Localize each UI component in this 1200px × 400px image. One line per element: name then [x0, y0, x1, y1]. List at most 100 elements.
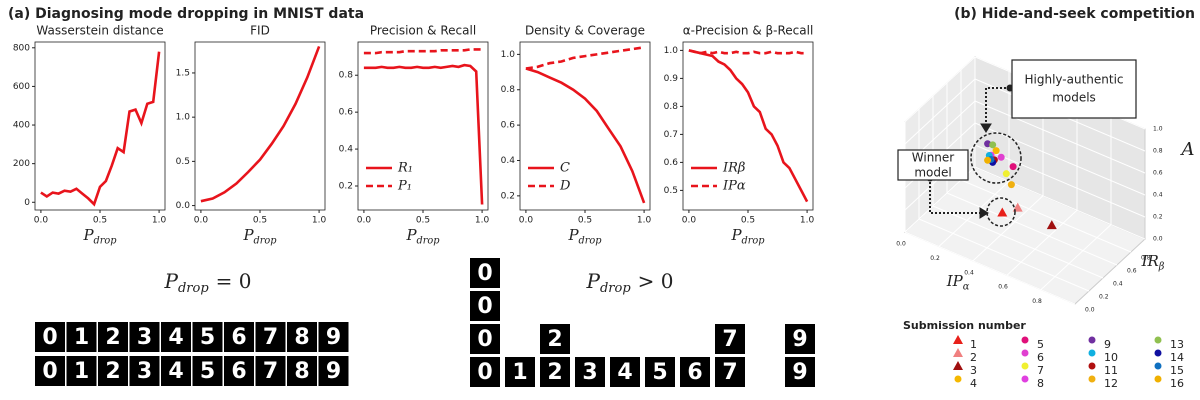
y-tick-label: 0.8 [339, 71, 354, 81]
point [1089, 376, 1096, 383]
callout-text: models [1052, 91, 1096, 105]
y-tick-label: 0 [24, 198, 30, 208]
y-tick-label: 1.0 [501, 50, 516, 60]
point [1155, 363, 1162, 370]
x-tick-label: 0.0 [357, 216, 372, 226]
z-tick-label: 0.8 [1153, 148, 1163, 155]
legend-label: 1 [970, 338, 977, 351]
math-base: IR [1141, 252, 1159, 270]
z-tick-label: 0.0 [1153, 236, 1163, 243]
x-tick-label: 1.0 [312, 216, 327, 226]
digit: 5 [200, 325, 215, 350]
point [989, 141, 996, 148]
callout-text: Winner [912, 151, 955, 165]
legend-label: 12 [1104, 377, 1118, 390]
digit: 1 [512, 360, 527, 385]
chart-title: Density & Coverage [525, 24, 645, 38]
x-tick-label: 0.5 [93, 216, 107, 226]
legend-label: 11 [1104, 364, 1118, 377]
digit: 4 [168, 325, 183, 350]
series-line [41, 52, 159, 205]
legend-label: 14 [1170, 351, 1184, 364]
x-tick-label: 0.6 [998, 284, 1008, 291]
z-tick-label: 0.6 [1153, 170, 1163, 177]
point [998, 154, 1005, 161]
point [1010, 163, 1017, 170]
digit: 9 [792, 360, 807, 385]
digit: 6 [687, 360, 702, 385]
y-tick-label: 0.4 [339, 145, 354, 155]
z-axis-label: A [1180, 139, 1195, 160]
x-tick-label: 0.5 [253, 216, 267, 226]
legend-label: 4 [970, 377, 977, 390]
legend-label: 8 [1037, 377, 1044, 390]
line-chart: Precision & Recall0.20.40.60.80.00.51.0P… [339, 24, 490, 247]
point [984, 157, 991, 164]
legend-label: 2 [970, 351, 977, 364]
digit: 2 [105, 325, 120, 350]
y-tick-label: 0.2 [501, 191, 515, 201]
z-tick-label: 0.2 [1153, 214, 1163, 221]
legend-label: 9 [1104, 338, 1111, 351]
legend-label: 15 [1170, 364, 1184, 377]
legend-label: 7 [1037, 364, 1044, 377]
y-tick-label: 0.6 [1127, 268, 1137, 275]
point [953, 361, 963, 370]
math-sub: drop [579, 235, 603, 246]
digit: 5 [200, 359, 215, 384]
legend-label: 10 [1104, 351, 1118, 364]
x-tick-label: 0.0 [896, 241, 906, 248]
math-sub: drop [417, 235, 441, 246]
math-label: Pdrop [82, 226, 117, 246]
digit: 3 [582, 360, 597, 385]
math-base: P [586, 269, 601, 293]
series-line [689, 50, 807, 201]
point [1155, 376, 1162, 383]
math-base: IP [946, 272, 964, 290]
legend-title: Submission number [903, 319, 1026, 332]
x-tick-label: 0.0 [519, 216, 534, 226]
y-tick-label: 400 [13, 121, 30, 131]
x-tick-label: 0.0 [34, 216, 49, 226]
math-sub: drop [178, 281, 209, 296]
digit: 3 [137, 359, 152, 384]
plot-frame [195, 42, 325, 210]
digit: 0 [477, 360, 492, 385]
legend-label: P₁ [397, 179, 412, 194]
math-sub: drop [94, 235, 118, 246]
chart-title: FID [250, 24, 270, 38]
callout-text: model [914, 166, 951, 180]
y-tick-label: 1.5 [176, 68, 190, 78]
series-line [689, 50, 807, 53]
digit: 7 [722, 360, 737, 385]
series-line [201, 46, 319, 201]
panel-title: (a) Diagnosing mode dropping in MNIST da… [8, 6, 364, 22]
digit: 2 [105, 359, 120, 384]
digit: 0 [477, 261, 492, 286]
y-tick-label: 0.7 [664, 130, 678, 140]
legend-label: C [560, 161, 570, 176]
digit: 5 [652, 360, 667, 385]
point [1022, 376, 1029, 383]
legend-label: 5 [1037, 338, 1044, 351]
y-tick-label: 0.6 [339, 108, 354, 118]
point [1022, 337, 1029, 344]
x-tick-label: 1.0 [152, 216, 167, 226]
legend-label: D [559, 179, 571, 194]
digit: 3 [137, 325, 152, 350]
y-tick-label: 0.8 [664, 102, 679, 112]
digit: 0 [42, 325, 57, 350]
legend-label: 13 [1170, 338, 1184, 351]
math-label: Pdrop [405, 226, 440, 246]
math-label: Pdrop> 0 [586, 269, 674, 296]
digit: 6 [231, 325, 246, 350]
y-tick-label: 0.8 [501, 85, 516, 95]
y-tick-label: 0.4 [501, 156, 516, 166]
digit: 0 [477, 327, 492, 352]
math-rest: > 0 [638, 269, 674, 293]
y-tick-label: 0.5 [176, 157, 190, 167]
x-tick-label: 0.0 [194, 216, 209, 226]
x-tick-label: 0.2 [930, 255, 940, 262]
digit: 6 [231, 359, 246, 384]
